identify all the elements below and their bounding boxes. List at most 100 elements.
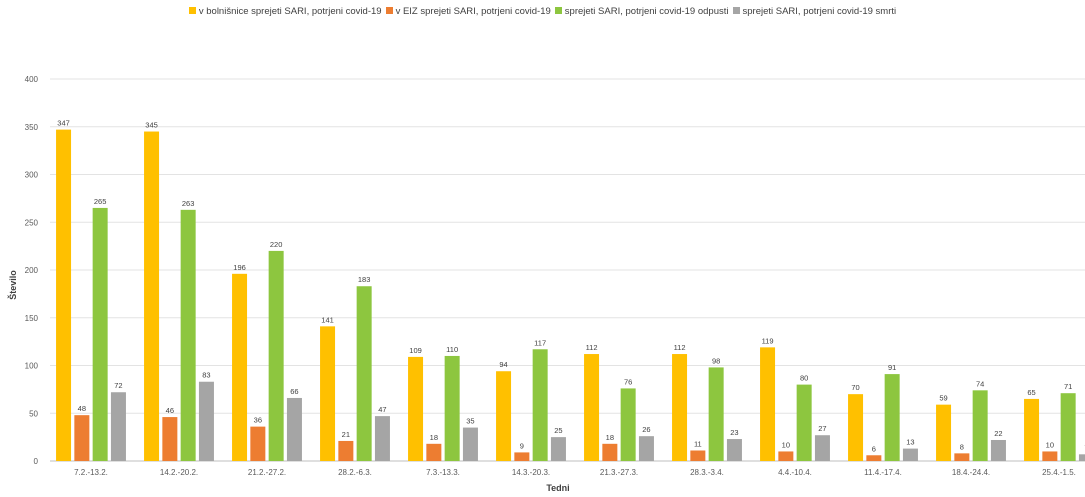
data-label: 91	[888, 363, 896, 372]
bar	[690, 450, 706, 461]
data-label: 18	[606, 433, 614, 442]
data-label: 46	[166, 406, 174, 415]
legend-item: sprejeti SARI, potrjeni covid-19 odpusti	[554, 6, 729, 17]
chart-legend: v bolnišnice sprejeti SARI, potrjeni cov…	[0, 6, 1085, 17]
y-tick-label: 0	[34, 457, 39, 466]
x-tick-label: 14.3.-20.3.	[512, 468, 550, 477]
legend-item: sprejeti SARI, potrjeni covid-19 smrti	[732, 6, 897, 17]
data-label: 110	[446, 345, 458, 354]
x-tick-label: 7.3.-13.3.	[426, 468, 460, 477]
x-axis-label: Tedni	[546, 483, 569, 493]
bar	[232, 273, 248, 461]
data-label: 183	[358, 275, 371, 284]
data-label: 23	[730, 428, 738, 437]
legend-label: v bolnišnice sprejeti SARI, potrjeni cov…	[198, 6, 382, 17]
bar	[708, 367, 724, 461]
bar	[884, 374, 900, 461]
bar	[990, 439, 1006, 461]
data-label: 9	[520, 441, 524, 450]
bar	[778, 451, 794, 461]
bar	[620, 388, 636, 461]
legend-label: sprejeti SARI, potrjeni covid-19 odpusti	[564, 6, 729, 17]
x-tick-label: 25.4.-1.5.	[1042, 468, 1076, 477]
bar	[848, 394, 864, 461]
bar	[514, 452, 530, 461]
bars	[56, 129, 1085, 462]
legend-item: v bolnišnice sprejeti SARI, potrjeni cov…	[188, 6, 382, 17]
data-label: 112	[586, 343, 598, 352]
data-labels: 347 48 265 72 345 46 263 83 196 36 220 66 141 21 183 47…	[57, 119, 1085, 454]
data-label: 65	[1027, 388, 1035, 397]
data-label: 119	[762, 336, 774, 345]
legend-swatch	[188, 6, 196, 14]
bar	[936, 404, 952, 461]
data-label: 26	[642, 425, 650, 434]
data-label: 196	[233, 263, 246, 272]
y-tick-label: 300	[25, 171, 39, 180]
data-label: 25	[554, 426, 562, 435]
x-tick-label: 28.3.-3.4.	[690, 468, 724, 477]
bar	[374, 416, 390, 461]
y-tick-label: 350	[25, 123, 39, 132]
bar	[1024, 398, 1040, 461]
data-label: 70	[851, 383, 859, 392]
legend-swatch	[385, 6, 393, 14]
data-label: 27	[818, 424, 826, 433]
bar	[426, 443, 442, 461]
bar	[286, 397, 302, 461]
bar	[56, 129, 72, 462]
bar	[268, 250, 284, 461]
bar	[250, 426, 266, 461]
bar	[444, 355, 460, 461]
data-label: 13	[906, 438, 914, 447]
y-tick-label: 50	[29, 409, 38, 418]
bar	[760, 347, 776, 461]
gridlines	[50, 78, 1085, 462]
data-label: 71	[1064, 382, 1072, 391]
data-label: 59	[939, 394, 947, 403]
y-axis-label: Število	[7, 270, 18, 300]
legend-swatch	[554, 6, 562, 14]
bar	[144, 131, 160, 461]
y-tick-label: 400	[25, 75, 39, 84]
bar	[532, 349, 548, 461]
bar	[726, 439, 742, 461]
y-axis-ticks: 0 50 100 150 200 250 300 350 400	[25, 75, 39, 466]
data-label: 10	[782, 440, 790, 449]
data-label: 74	[976, 379, 984, 388]
data-label: 35	[466, 417, 474, 426]
bar	[1060, 393, 1076, 461]
data-label: 345	[145, 121, 158, 130]
x-axis-ticks: 7.2.-13.2. 14.2.-20.2. 21.2.-27.2. 28.2.-6.…	[74, 468, 1076, 477]
bar	[92, 207, 108, 461]
legend-item: v EIZ sprejeti SARI, potrjeni covid-19	[385, 6, 551, 17]
bar	[602, 443, 618, 461]
x-tick-label: 4.4.-10.4.	[778, 468, 812, 477]
data-label: 47	[378, 405, 386, 414]
data-label: 83	[202, 371, 210, 380]
x-tick-label: 28.2.-6.3.	[338, 468, 372, 477]
legend-label: sprejeti SARI, potrjeni covid-19 smrti	[742, 6, 897, 17]
x-tick-label: 18.4.-24.4.	[952, 468, 990, 477]
y-tick-label: 200	[25, 266, 39, 275]
bar	[638, 436, 654, 461]
bar	[180, 209, 196, 461]
y-tick-label: 250	[25, 218, 39, 227]
bar	[110, 392, 126, 461]
legend-label: v EIZ sprejeti SARI, potrjeni covid-19	[395, 6, 551, 17]
bar	[356, 286, 372, 461]
bar	[338, 440, 354, 461]
bar	[584, 354, 600, 461]
bar	[162, 417, 178, 461]
bar	[550, 437, 566, 461]
x-tick-label: 7.2.-13.2.	[74, 468, 108, 477]
data-label: 18	[430, 433, 438, 442]
data-label: 22	[994, 429, 1002, 438]
y-tick-label: 100	[25, 362, 39, 371]
bar	[462, 427, 478, 461]
bar	[954, 453, 970, 461]
data-label: 11	[694, 439, 702, 448]
data-label: 141	[321, 315, 334, 324]
data-label: 117	[534, 338, 546, 347]
